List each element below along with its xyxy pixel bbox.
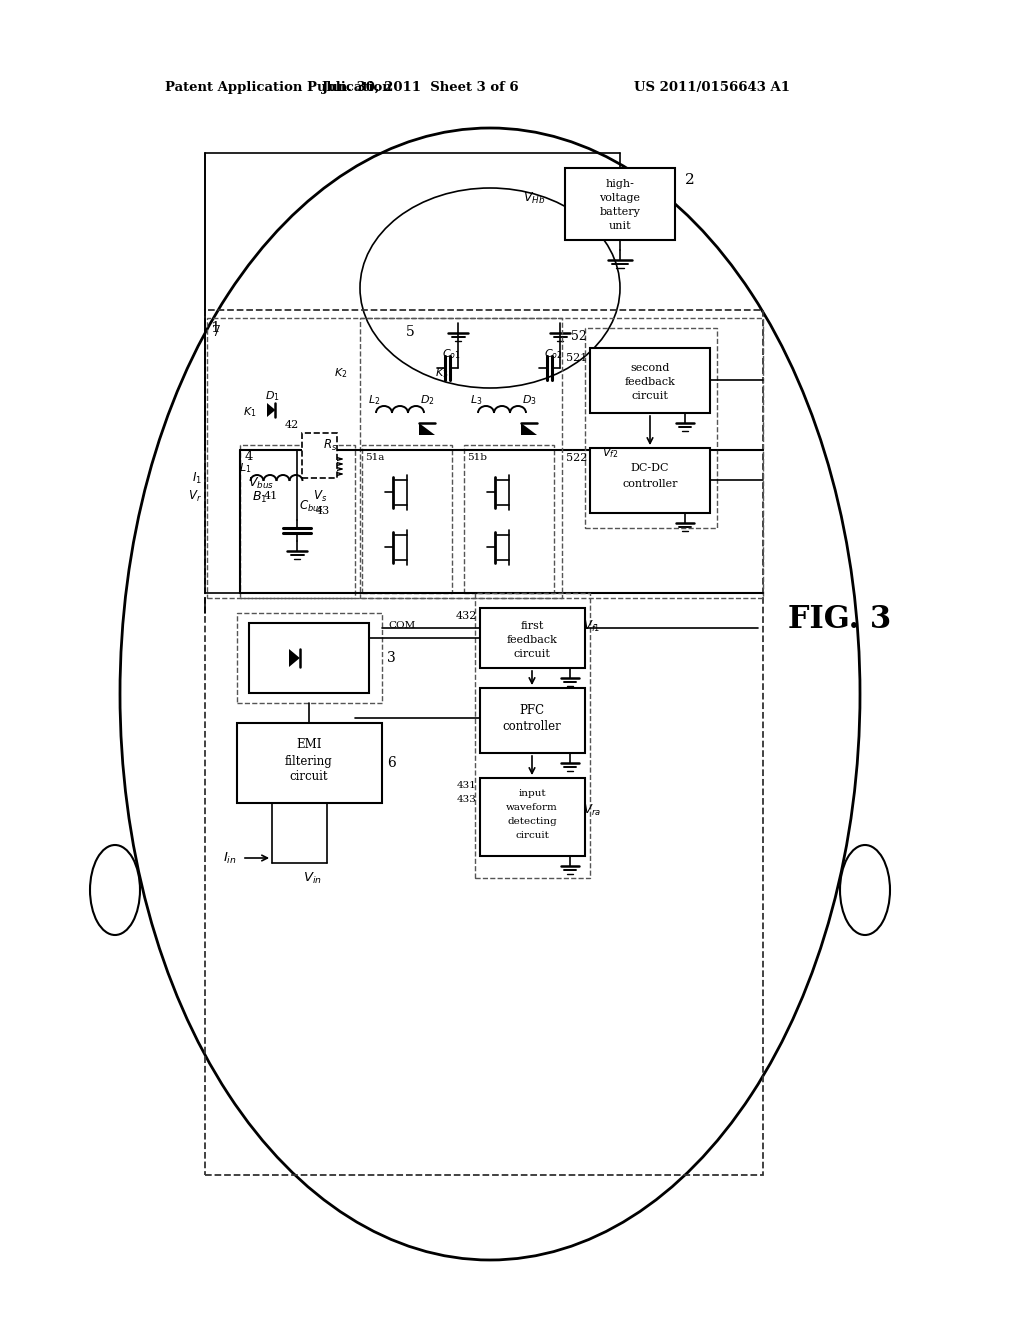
- Bar: [240, 445, 355, 598]
- Text: feedback: feedback: [507, 635, 557, 645]
- Text: 1: 1: [210, 321, 220, 335]
- Text: 431: 431: [457, 781, 477, 791]
- Text: circuit: circuit: [515, 832, 549, 841]
- Text: $K_3$: $K_3$: [435, 366, 449, 380]
- Polygon shape: [267, 403, 275, 417]
- Text: FIG. 3: FIG. 3: [788, 605, 892, 635]
- Text: $C_{bus}$: $C_{bus}$: [299, 499, 324, 513]
- Text: circuit: circuit: [514, 649, 551, 659]
- Text: 41: 41: [264, 491, 279, 502]
- Bar: [207, 318, 562, 598]
- Text: $C_{o1}$: $C_{o1}$: [441, 347, 461, 360]
- Text: $V_{f2}$: $V_{f2}$: [602, 446, 618, 459]
- Polygon shape: [289, 649, 300, 667]
- Text: 4: 4: [245, 450, 253, 463]
- Text: $I_{in}$: $I_{in}$: [223, 850, 237, 866]
- Text: controller: controller: [623, 479, 678, 488]
- Text: $V_{in}$: $V_{in}$: [302, 870, 322, 886]
- Text: $V_{bus}$: $V_{bus}$: [248, 475, 274, 491]
- Bar: [590, 447, 710, 513]
- Text: waveform: waveform: [506, 804, 558, 813]
- Text: $L_1$: $L_1$: [239, 461, 251, 475]
- Text: COM: COM: [388, 620, 416, 630]
- Polygon shape: [521, 422, 537, 436]
- Bar: [565, 168, 675, 240]
- Bar: [585, 327, 717, 528]
- Ellipse shape: [840, 845, 890, 935]
- Bar: [237, 723, 382, 803]
- Text: 43: 43: [315, 506, 330, 516]
- Text: $B_1$: $B_1$: [252, 490, 267, 504]
- Text: unit: unit: [608, 220, 632, 231]
- Text: $C_{o2}$: $C_{o2}$: [544, 347, 562, 360]
- Text: $L_3$: $L_3$: [470, 393, 482, 407]
- Text: 7: 7: [212, 325, 221, 339]
- Ellipse shape: [120, 128, 860, 1261]
- Text: input: input: [518, 789, 546, 799]
- Text: filtering: filtering: [285, 755, 333, 767]
- Text: $R_s$: $R_s$: [323, 437, 337, 453]
- Text: 432: 432: [456, 611, 477, 620]
- Text: circuit: circuit: [290, 771, 329, 784]
- Bar: [480, 688, 585, 752]
- Bar: [480, 609, 585, 668]
- Text: $D_3$: $D_3$: [521, 393, 537, 407]
- Text: PFC: PFC: [519, 704, 545, 717]
- Text: EMI: EMI: [296, 738, 322, 751]
- Text: 51a: 51a: [365, 453, 384, 462]
- Text: $K_1$: $K_1$: [244, 405, 257, 418]
- Bar: [590, 348, 710, 413]
- Bar: [249, 623, 369, 693]
- Bar: [237, 612, 382, 704]
- Text: Patent Application Publication: Patent Application Publication: [165, 82, 392, 95]
- Text: $L_2$: $L_2$: [368, 393, 380, 407]
- Text: circuit: circuit: [632, 391, 669, 401]
- Ellipse shape: [90, 845, 140, 935]
- Bar: [360, 318, 763, 598]
- Text: 433: 433: [457, 796, 477, 804]
- Text: $D_2$: $D_2$: [420, 393, 434, 407]
- Bar: [475, 593, 590, 878]
- Text: 521: 521: [565, 352, 587, 363]
- Text: 51b: 51b: [467, 453, 487, 462]
- Polygon shape: [419, 422, 435, 436]
- Text: US 2011/0156643 A1: US 2011/0156643 A1: [634, 82, 790, 95]
- Text: 522: 522: [565, 453, 587, 463]
- Text: $V_{ra}$: $V_{ra}$: [583, 803, 601, 817]
- Text: 5: 5: [406, 325, 415, 339]
- Text: DC-DC: DC-DC: [631, 463, 670, 473]
- Text: high-: high-: [605, 180, 635, 189]
- Text: $I_1$: $I_1$: [193, 470, 202, 486]
- Text: 2: 2: [685, 173, 695, 187]
- Text: first: first: [520, 620, 544, 631]
- Bar: [205, 310, 763, 1175]
- Text: 52: 52: [571, 330, 587, 342]
- Text: 6: 6: [387, 756, 395, 770]
- Bar: [464, 445, 554, 593]
- Text: $K_2$: $K_2$: [334, 366, 347, 380]
- Bar: [302, 433, 337, 478]
- Text: second: second: [631, 363, 670, 374]
- Text: 42: 42: [285, 420, 299, 430]
- Text: voltage: voltage: [599, 193, 640, 203]
- Bar: [362, 445, 452, 593]
- Bar: [480, 777, 585, 855]
- Text: $V_{Hb}$: $V_{Hb}$: [522, 190, 545, 206]
- Text: controller: controller: [503, 719, 561, 733]
- Text: $V_{f1}$: $V_{f1}$: [584, 619, 601, 634]
- Text: $V_s$: $V_s$: [313, 488, 327, 503]
- Text: battery: battery: [600, 207, 640, 216]
- Text: feedback: feedback: [625, 378, 676, 387]
- Text: Jun. 30, 2011  Sheet 3 of 6: Jun. 30, 2011 Sheet 3 of 6: [322, 82, 518, 95]
- Text: $D_1$: $D_1$: [264, 389, 280, 403]
- Text: 3: 3: [387, 651, 395, 665]
- Text: detecting: detecting: [507, 817, 557, 826]
- Text: $V_r$: $V_r$: [188, 488, 202, 503]
